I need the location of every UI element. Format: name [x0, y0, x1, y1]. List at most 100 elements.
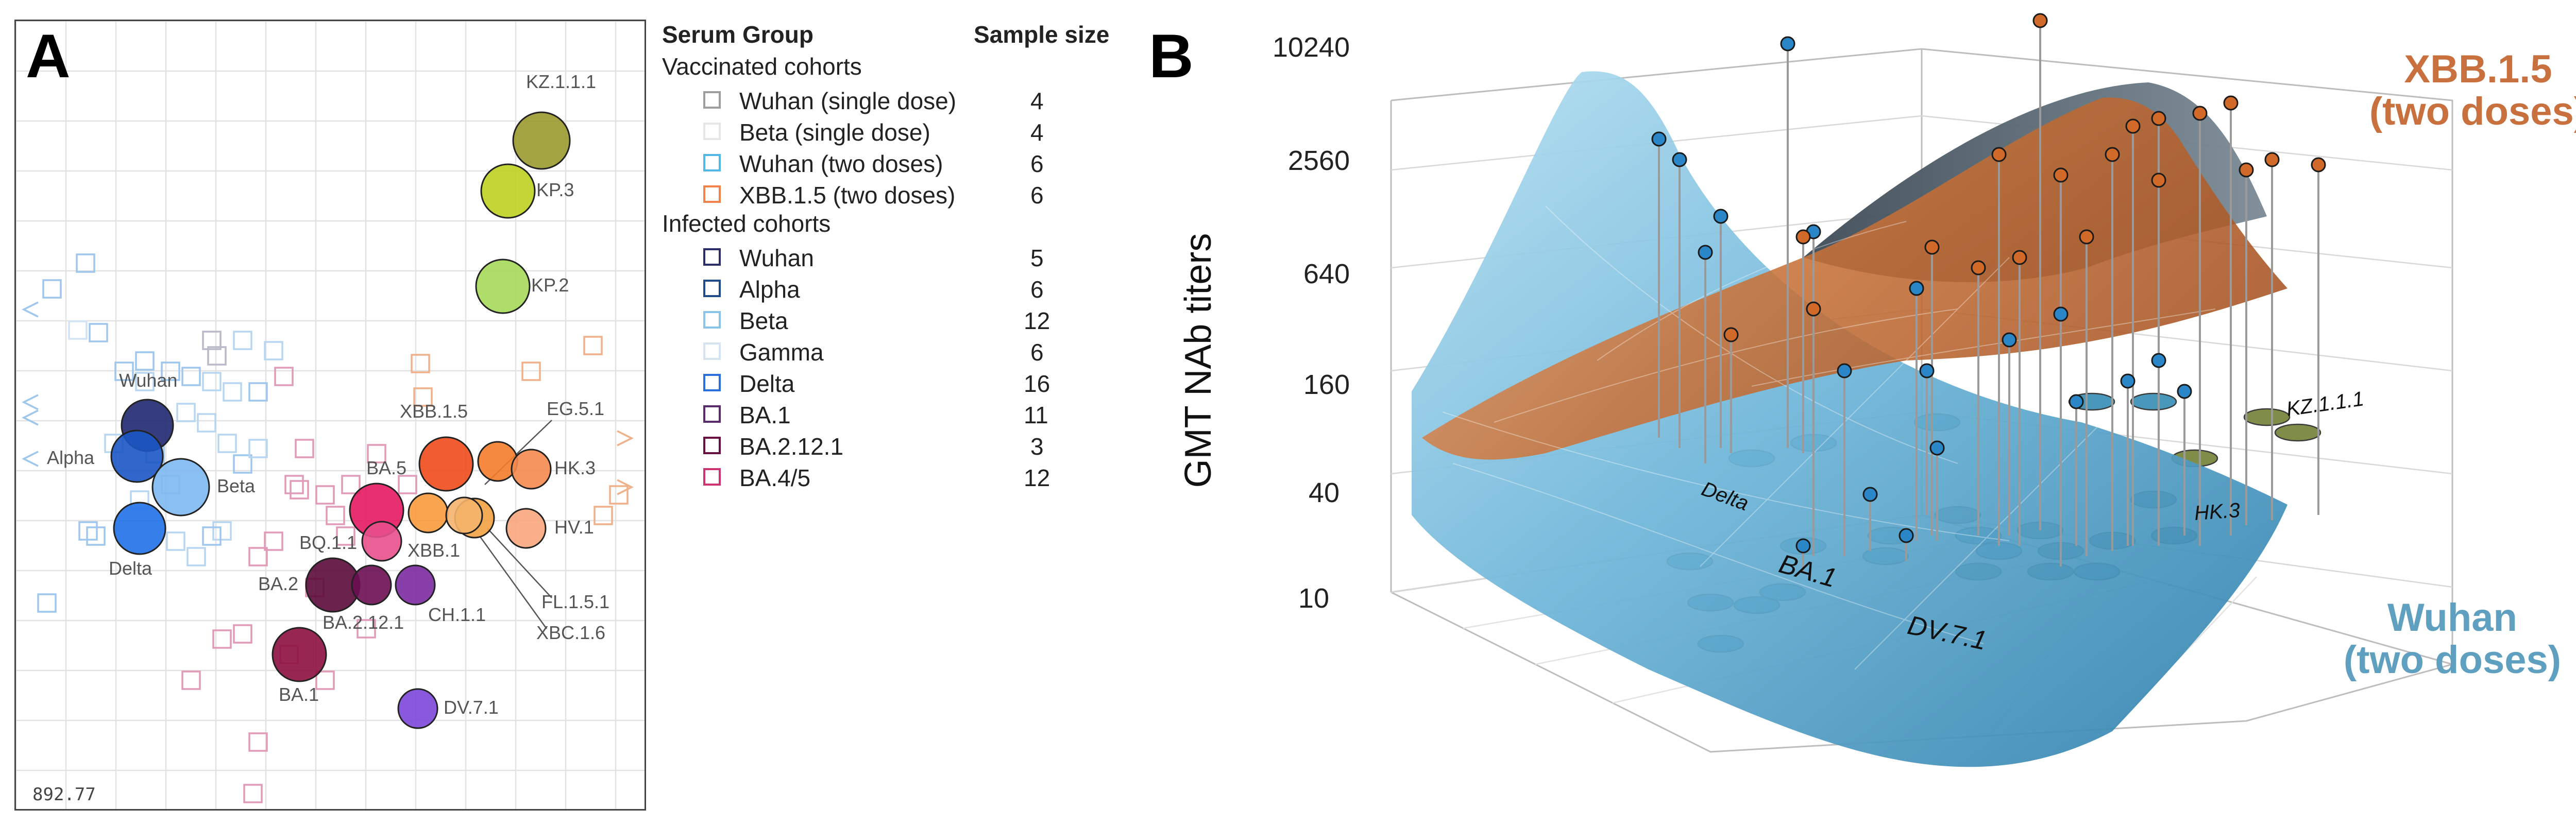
off-map-serum-arrow: [22, 301, 39, 318]
z-tick-label: 10240: [1273, 32, 1350, 63]
legend-item: BA.1 11: [703, 398, 1136, 429]
serum-point: [367, 444, 386, 463]
serum-point: [248, 547, 268, 566]
z-tick-label: 2560: [1288, 145, 1350, 176]
titer-point: [2120, 373, 2136, 389]
antigen-point: [151, 458, 210, 517]
legend-label: BA.1: [739, 402, 791, 428]
legend-section-title: Infected cohorts: [662, 210, 831, 237]
serum-point: [284, 475, 304, 494]
titer-point: [2192, 106, 2208, 121]
antigenic-map: KZ.1.1.1 KP.3 KP.2 Wuhan Alpha Beta Delta XBB.1…: [14, 20, 646, 811]
surface-subtitle: (two doses): [2344, 638, 2561, 682]
z-axis-title: GMT NAb titers: [1178, 233, 1219, 488]
serum-point: [290, 480, 309, 500]
antigen-label: Alpha: [47, 447, 95, 468]
surface-title: Wuhan: [2387, 596, 2517, 640]
antigen-label: XBC.1.6: [536, 622, 605, 643]
antigen-label: HV.1: [554, 517, 594, 538]
serum-point: [135, 351, 155, 371]
off-map-serum-arrow: [22, 451, 39, 467]
serum-point: [274, 367, 294, 386]
serum-group-legend: Serum Group Sample size Vaccinated cohor…: [662, 21, 1141, 494]
titer-point: [1919, 363, 1935, 378]
antigen-label: FL.1.5.1: [541, 591, 609, 612]
serum-point: [76, 253, 95, 273]
serum-point: [202, 372, 222, 391]
antigen-point: [395, 564, 436, 606]
serum-point: [223, 382, 242, 402]
serum-point: [78, 521, 98, 541]
legend-label: Wuhan (single dose): [739, 88, 957, 114]
antigen-point: [351, 564, 392, 606]
serum-point: [243, 784, 263, 803]
legend-label: Beta (single dose): [739, 119, 930, 146]
titer-point: [1899, 528, 1914, 543]
antigen-label: Delta: [109, 558, 152, 579]
legend-sample-size: 4: [1030, 88, 1044, 114]
legend-sample-size: 12: [1024, 307, 1050, 334]
antigen-label: BA.2: [258, 573, 298, 594]
titer-point: [2125, 118, 2141, 134]
titer-point: [1909, 281, 1924, 296]
serum-point: [315, 670, 335, 690]
legend-swatch: [703, 468, 721, 486]
titer-point: [1795, 229, 1811, 245]
legend-item: Wuhan 5: [703, 241, 1136, 272]
legend-section-title: Vaccinated cohorts: [662, 53, 862, 80]
stress-value: 892.77: [32, 784, 96, 805]
titer-point: [2223, 95, 2239, 111]
antigen-label: HK.3: [554, 457, 596, 478]
legend-sample-size: 11: [1024, 402, 1048, 428]
z-tick-label: 160: [1303, 369, 1350, 400]
serum-point: [212, 629, 232, 649]
legend-item: Gamma 6: [703, 335, 1136, 366]
legend-sample-size: 5: [1030, 245, 1044, 271]
floor-antigen-label: KZ.1.1.1: [2285, 387, 2365, 421]
titer-point: [2264, 152, 2280, 167]
serum-point: [217, 434, 237, 453]
titer-point: [1991, 147, 2007, 162]
antigen-label: KP.2: [531, 274, 569, 296]
serum-point: [326, 506, 345, 525]
titer-point: [1672, 152, 1687, 167]
serum-point: [357, 619, 376, 639]
legend-item: XBB.1.5 (two doses) 6: [703, 178, 1136, 209]
serum-point: [248, 382, 268, 402]
antigen-label: BQ.1.1: [299, 532, 357, 553]
z-tick-label: 10: [1298, 583, 1329, 614]
legend-swatch: [703, 405, 721, 423]
titer-point: [2032, 13, 2048, 28]
serum-point: [181, 367, 201, 386]
antigen-label: Wuhan: [119, 370, 177, 391]
surface-subtitle: (two doses): [2369, 90, 2576, 133]
titer-point: [2151, 353, 2166, 368]
titer-point: [1806, 301, 1821, 317]
off-map-serum-arrow: [22, 409, 39, 426]
legend-item: Delta 16: [703, 367, 1136, 398]
legend-header-group: Serum Group: [662, 21, 814, 48]
legend-label: XBB.1.5 (two doses): [739, 182, 956, 209]
titer-point: [1698, 245, 1713, 260]
antigen-point: [511, 449, 552, 490]
serum-point: [89, 323, 108, 342]
panel-b-letter: B: [1149, 22, 1194, 91]
legend-item: Wuhan (single dose) 4: [703, 84, 1136, 115]
panel-a-letter: A: [26, 22, 71, 91]
legend-label: Beta: [739, 307, 788, 334]
serum-point: [233, 454, 252, 474]
off-map-serum-arrow: [617, 479, 634, 495]
serum-point: [248, 439, 268, 458]
antigen-point: [361, 521, 402, 562]
serum-point: [207, 346, 227, 366]
antigen-point: [397, 688, 438, 729]
serum-point: [315, 485, 335, 505]
legend-swatch: [703, 123, 721, 140]
antigen-point: [272, 627, 327, 682]
legend-label: Wuhan (two doses): [739, 150, 943, 177]
serum-point: [166, 531, 185, 551]
serum-point: [521, 362, 541, 381]
z-tick-label: 40: [1309, 477, 1340, 508]
antigen-point: [475, 259, 531, 314]
antigen-point: [113, 502, 166, 555]
